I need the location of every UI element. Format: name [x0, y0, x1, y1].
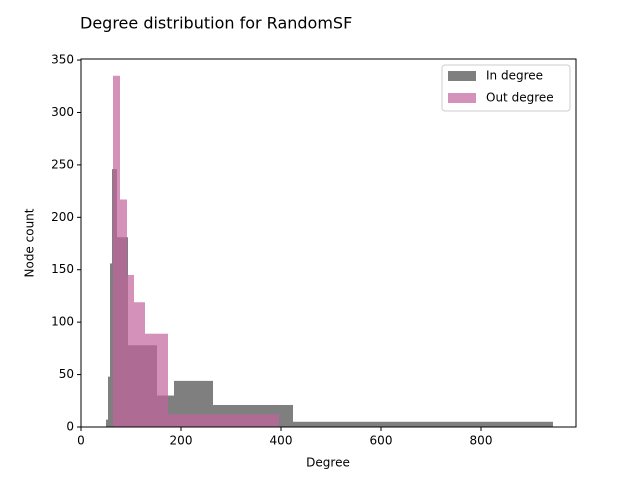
x-tick-label: 800: [470, 434, 493, 448]
x-tick-label: 600: [370, 434, 393, 448]
y-tick-label: 200: [51, 210, 74, 224]
x-tick-label: 200: [170, 434, 193, 448]
x-axis-label: Degree: [306, 456, 350, 470]
y-tick-label: 150: [51, 262, 74, 276]
y-axis-label: Node count: [23, 208, 37, 277]
y-tick-label: 250: [51, 157, 74, 171]
x-tick-label: 0: [77, 434, 85, 448]
axes-frame: [80, 58, 577, 428]
histogram-bar: [113, 75, 120, 427]
legend-swatch: [448, 93, 476, 103]
chart-title: Degree distribution for RandomSF: [80, 14, 352, 33]
legend-swatch: [448, 71, 476, 81]
histogram-bar: [168, 414, 279, 427]
histogram-bar: [127, 274, 134, 427]
x-tick-label: 400: [270, 434, 293, 448]
y-tick-label: 0: [66, 420, 74, 434]
histogram-bar: [120, 199, 127, 427]
histogram-bar: [145, 333, 168, 427]
histogram-bar: [108, 376, 110, 427]
histogram-bar: [106, 419, 108, 427]
histogram-bar: [110, 263, 112, 427]
histogram-bar: [134, 302, 145, 427]
y-tick-label: 300: [51, 105, 74, 119]
y-tick-label: 100: [51, 315, 74, 329]
legend-label: In degree: [486, 69, 543, 83]
histogram-bar: [293, 421, 553, 427]
y-tick-label: 350: [51, 53, 74, 67]
y-tick-label: 50: [59, 367, 74, 381]
legend-label: Out degree: [486, 91, 554, 105]
